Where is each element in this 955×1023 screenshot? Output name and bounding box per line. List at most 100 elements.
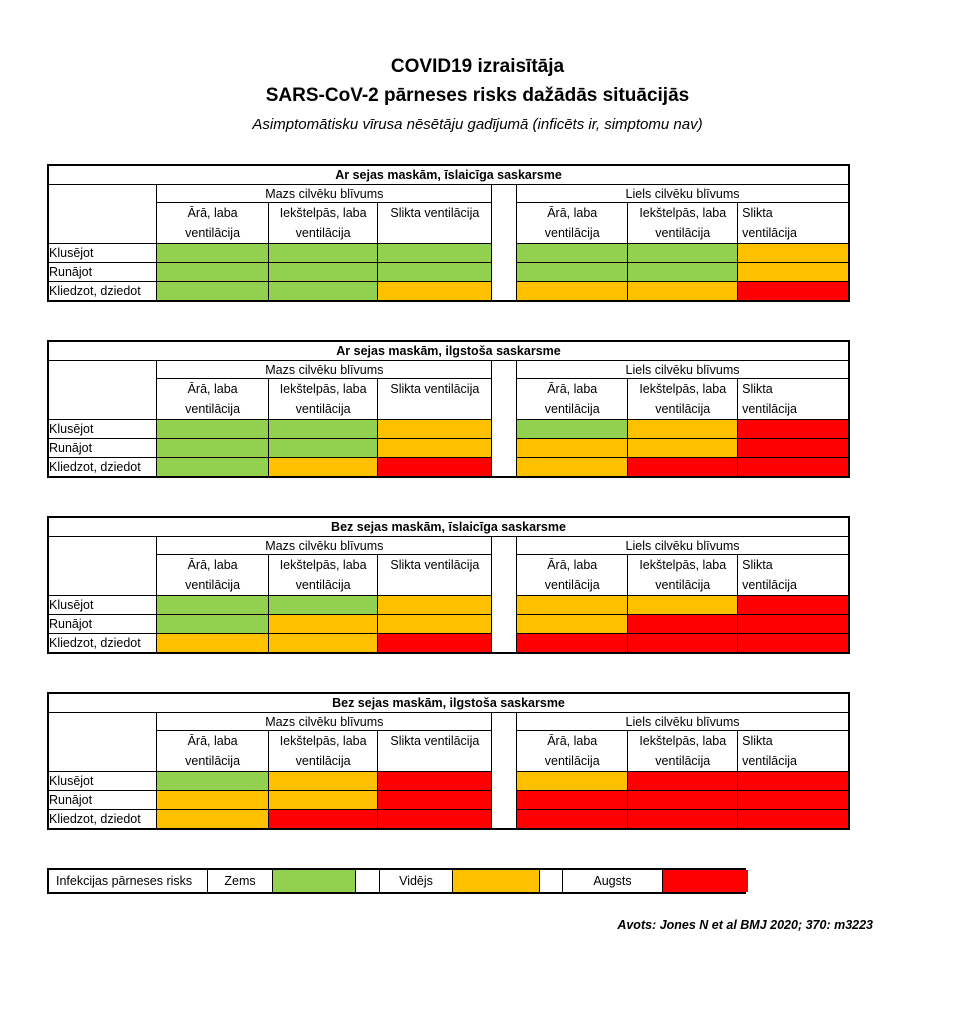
row-label: Kliedzot, dziedot <box>47 633 158 654</box>
row-label: Kliedzot, dziedot <box>47 457 158 478</box>
risk-cell <box>377 243 493 263</box>
data-row: Runājot <box>47 438 850 458</box>
column-header-left-1: Ārā, laba ventilācija <box>156 554 269 596</box>
column-header-right-1: Ārā, laba ventilācija <box>516 378 629 420</box>
group-header-mazs: Mazs cilvēku blīvums <box>156 184 493 203</box>
risk-cell <box>627 771 739 791</box>
column-header-row: Ārā, laba ventilācija Iekštelpās, laba vent… <box>48 202 850 244</box>
risk-cell <box>267 790 379 810</box>
column-header-left-1: Ārā, laba ventilācija <box>156 730 269 772</box>
risk-cell <box>737 419 850 439</box>
page-title-line2: SARS-CoV-2 pārneses risks dažādās situāc… <box>265 85 690 106</box>
column-header-line: Iekštelpās, laba <box>639 734 727 748</box>
data-row: Klusējot <box>47 595 850 615</box>
column-header-left-3: Slikta ventilācija <box>377 202 493 244</box>
risk-cell <box>516 281 629 302</box>
table-title-row: Ar sejas maskām, īslaicīga saskarsme <box>47 164 850 185</box>
column-header-line <box>379 399 491 400</box>
row-label: Klusējot <box>47 243 158 263</box>
column-header-line: Iekštelpās, laba <box>639 558 727 572</box>
legend-spacer-2 <box>539 870 562 892</box>
column-header-line: Ārā, laba <box>547 206 598 220</box>
risk-table-4: Bez sejas maskām, ilgstoša saskarsme Mazs… <box>47 692 850 830</box>
risk-cell <box>267 243 379 263</box>
risk-cell <box>377 633 493 654</box>
column-header-line: ventilācija <box>544 402 600 416</box>
data-row: Klusējot <box>47 771 850 791</box>
column-header-line: Iekštelpās, laba <box>279 382 367 396</box>
corner-cell <box>47 536 158 596</box>
group-header-liels: Liels cilvēku blīvums <box>516 712 850 731</box>
group-header-liels: Liels cilvēku blīvums <box>516 536 850 555</box>
column-header-line: Slikta <box>742 382 773 396</box>
risk-cell <box>156 790 269 810</box>
risk-table-1: Ar sejas maskām, īslaicīga saskarsme Mazs… <box>47 164 850 302</box>
risk-cell <box>377 457 493 478</box>
row-label: Runājot <box>47 438 158 458</box>
table-title: Bez sejas maskām, ilgstoša saskarsme <box>47 692 850 713</box>
legend-label-high: Augsts <box>562 870 662 892</box>
column-header-line: Iekštelpās, laba <box>639 206 727 220</box>
risk-cell <box>267 614 379 634</box>
risk-cell <box>516 419 629 439</box>
data-row: Runājot <box>47 614 850 634</box>
risk-cell <box>516 809 629 830</box>
risk-cell <box>516 790 629 810</box>
column-header-line: ventilācija <box>185 578 241 592</box>
risk-cell <box>156 771 269 791</box>
legend-label-medium: Vidējs <box>379 870 452 892</box>
row-label: Runājot <box>47 614 158 634</box>
table-title-row: Bez sejas maskām, ilgstoša saskarsme <box>47 692 850 713</box>
data-row: Klusējot <box>47 419 850 439</box>
corner-cell <box>47 360 158 420</box>
risk-cell <box>377 419 493 439</box>
column-header-row: Ārā, laba ventilācija Iekštelpās, laba vent… <box>48 378 850 420</box>
legend-swatch-high <box>662 870 748 892</box>
column-header-right-1: Ārā, laba ventilācija <box>516 730 629 772</box>
legend-swatch-low <box>272 870 355 892</box>
column-header-line: ventilācija <box>544 754 600 768</box>
risk-cell <box>737 438 850 458</box>
column-header-line: Ārā, laba <box>547 734 598 748</box>
risk-cell <box>516 457 629 478</box>
spacer-column <box>491 712 518 830</box>
risk-cell <box>737 262 850 282</box>
column-header-line: ventilācija <box>655 402 711 416</box>
column-header-line: Slikta ventilācija <box>390 206 480 220</box>
risk-cell <box>516 633 629 654</box>
risk-cell <box>377 262 493 282</box>
risk-cell <box>267 419 379 439</box>
column-header-line: Ārā, laba <box>547 558 598 572</box>
column-header-left-2: Iekštelpās, laba ventilācija <box>267 730 379 772</box>
row-label: Kliedzot, dziedot <box>47 809 158 830</box>
spacer-column <box>491 184 518 302</box>
risk-cell <box>627 809 739 830</box>
risk-cell <box>737 809 850 830</box>
risk-cell <box>377 281 493 302</box>
column-header-line: ventilācija <box>295 578 351 592</box>
column-header-line: ventilācija <box>742 754 797 768</box>
column-header-left-2: Iekštelpās, laba ventilācija <box>267 378 379 420</box>
legend-spacer-1 <box>355 870 379 892</box>
column-header-left-1: Ārā, laba ventilācija <box>156 202 269 244</box>
column-header-right-2: Iekštelpās, laba ventilācija <box>627 554 739 596</box>
column-header-line: Slikta ventilācija <box>390 734 480 748</box>
risk-cell <box>267 771 379 791</box>
risk-cell <box>516 595 629 615</box>
risk-cell <box>737 595 850 615</box>
legend-swatch-medium <box>452 870 539 892</box>
risk-cell <box>737 790 850 810</box>
row-label: Klusējot <box>47 771 158 791</box>
column-header-line: ventilācija <box>544 226 600 240</box>
row-label: Klusējot <box>47 419 158 439</box>
table-title: Bez sejas maskām, īslaicīga saskarsme <box>47 516 850 537</box>
page-header: COVID19 izraisītāja SARS-CoV-2 pārneses … <box>0 52 955 137</box>
column-header-row: Ārā, laba ventilācija Iekštelpās, laba vent… <box>48 730 850 772</box>
row-label: Kliedzot, dziedot <box>47 281 158 302</box>
group-header-mazs: Mazs cilvēku blīvums <box>156 712 493 731</box>
risk-cell <box>516 771 629 791</box>
column-header-right-3: Slikta ventilācija <box>737 730 850 772</box>
risk-cell <box>377 809 493 830</box>
risk-table-3: Bez sejas maskām, īslaicīga saskarsme Maz… <box>47 516 850 654</box>
column-header-line: Slikta ventilācija <box>390 382 480 396</box>
